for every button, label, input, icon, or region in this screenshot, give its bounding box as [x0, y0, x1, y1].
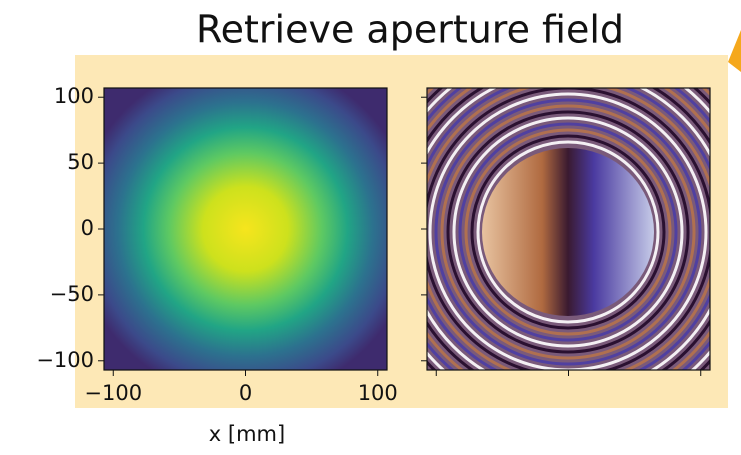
y-tick-label: −100	[36, 348, 94, 372]
x-axis-label: x [mm]	[209, 422, 285, 446]
x-tick-label: −100	[84, 381, 142, 405]
arrow-tip	[728, 30, 741, 72]
slide: Retrieve aperture field x [mm] −100 0 100 1…	[0, 0, 741, 455]
y-tick-label: 0	[81, 216, 94, 240]
amplitude-map	[104, 88, 387, 370]
y-tick-label: 50	[67, 150, 94, 174]
phase-core	[482, 148, 654, 316]
title: Retrieve aperture field	[196, 8, 624, 52]
x-tick-label: 100	[358, 381, 398, 405]
x-tick-label: 0	[239, 381, 252, 405]
y-tick-label: 100	[54, 84, 94, 108]
amplitude-panel	[104, 88, 387, 370]
y-tick-label: −50	[50, 282, 94, 306]
